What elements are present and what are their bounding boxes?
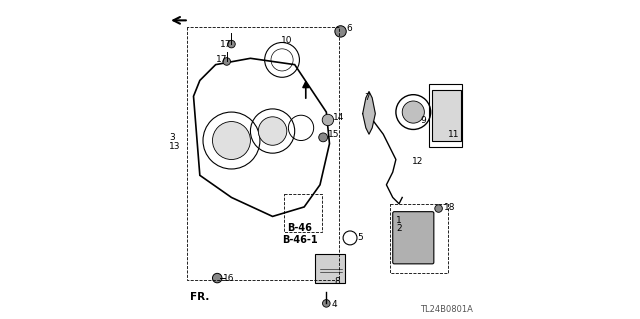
Circle shape [335,26,346,37]
Text: 17: 17 [220,40,232,48]
Bar [429,84,462,147]
Text: 6: 6 [346,24,352,33]
Circle shape [259,117,287,145]
Polygon shape [363,92,375,134]
Text: 9: 9 [420,116,426,125]
Text: 4: 4 [331,300,337,309]
Text: B-46
B-46-1: B-46 B-46-1 [282,223,317,245]
Text: 12: 12 [412,157,423,166]
Bar [390,204,448,273]
Circle shape [319,133,328,142]
Circle shape [402,101,424,123]
Text: 13: 13 [169,142,180,151]
Text: 3: 3 [169,133,175,142]
Text: 14: 14 [333,113,345,122]
Text: 16: 16 [223,274,234,283]
Text: 10: 10 [280,36,292,45]
Circle shape [322,114,333,126]
Text: 17: 17 [216,56,227,64]
Circle shape [212,122,250,160]
Circle shape [435,205,442,212]
Circle shape [223,58,230,65]
Text: 7: 7 [364,93,370,102]
Bar [316,254,346,283]
Text: FR.: FR. [189,292,209,302]
FancyBboxPatch shape [393,212,434,264]
Text: 1: 1 [396,216,402,225]
Circle shape [212,273,222,283]
Bar [432,90,461,141]
Text: 18: 18 [444,204,456,212]
Text: 8: 8 [335,277,340,286]
Text: TL24B0801A: TL24B0801A [420,305,474,314]
Text: 15: 15 [328,130,339,139]
Text: 2: 2 [396,224,401,233]
Text: 5: 5 [357,234,363,242]
Circle shape [323,300,330,307]
Text: 11: 11 [448,130,460,139]
Circle shape [228,40,236,48]
Bar [284,194,321,232]
